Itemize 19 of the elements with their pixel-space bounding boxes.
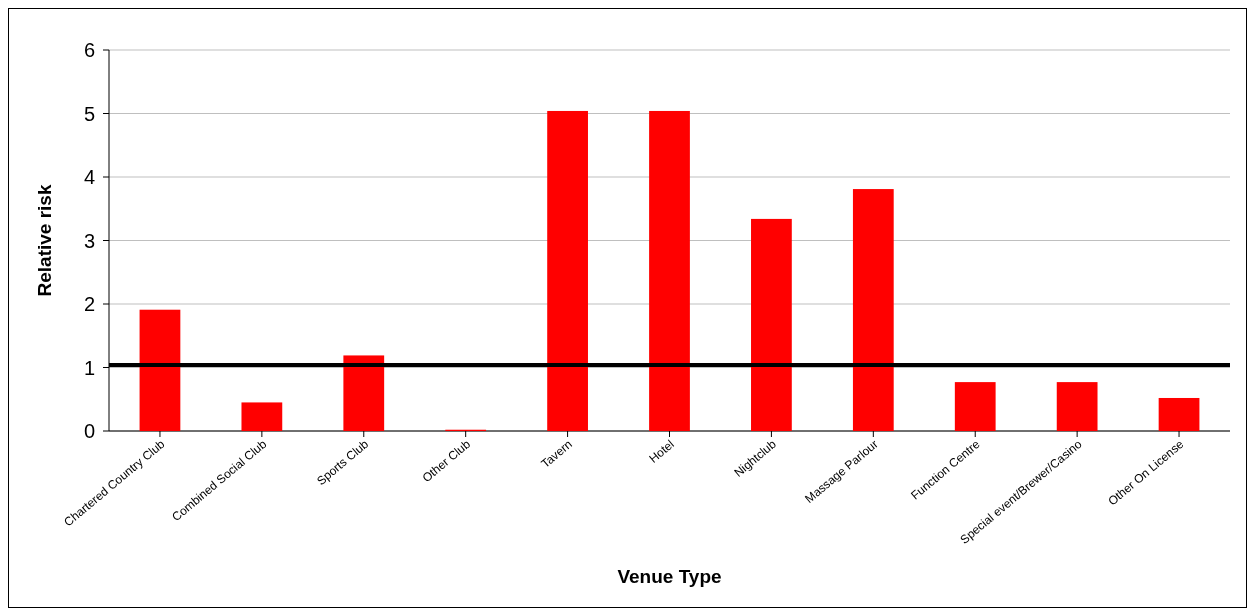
- bar: [139, 309, 181, 431]
- bar: [852, 189, 894, 431]
- bar: [343, 355, 385, 431]
- bar: [751, 218, 792, 431]
- bar: [241, 402, 283, 431]
- y-tick-label: 1: [83, 356, 95, 379]
- x-axis-title: Venue Type: [617, 566, 722, 587]
- bar: [954, 382, 996, 431]
- bar: [649, 110, 690, 431]
- y-tick-label: 3: [83, 229, 95, 252]
- y-tick-label: 0: [83, 420, 95, 442]
- y-axis-title: Relative risk: [34, 184, 55, 297]
- bar: [1158, 397, 1200, 431]
- bar: [1056, 382, 1098, 431]
- y-tick-label: 4: [83, 166, 95, 188]
- y-tick-label: 5: [83, 102, 95, 125]
- y-tick-label: 6: [83, 39, 95, 61]
- bar: [547, 110, 588, 431]
- y-tick-label: 2: [83, 293, 95, 315]
